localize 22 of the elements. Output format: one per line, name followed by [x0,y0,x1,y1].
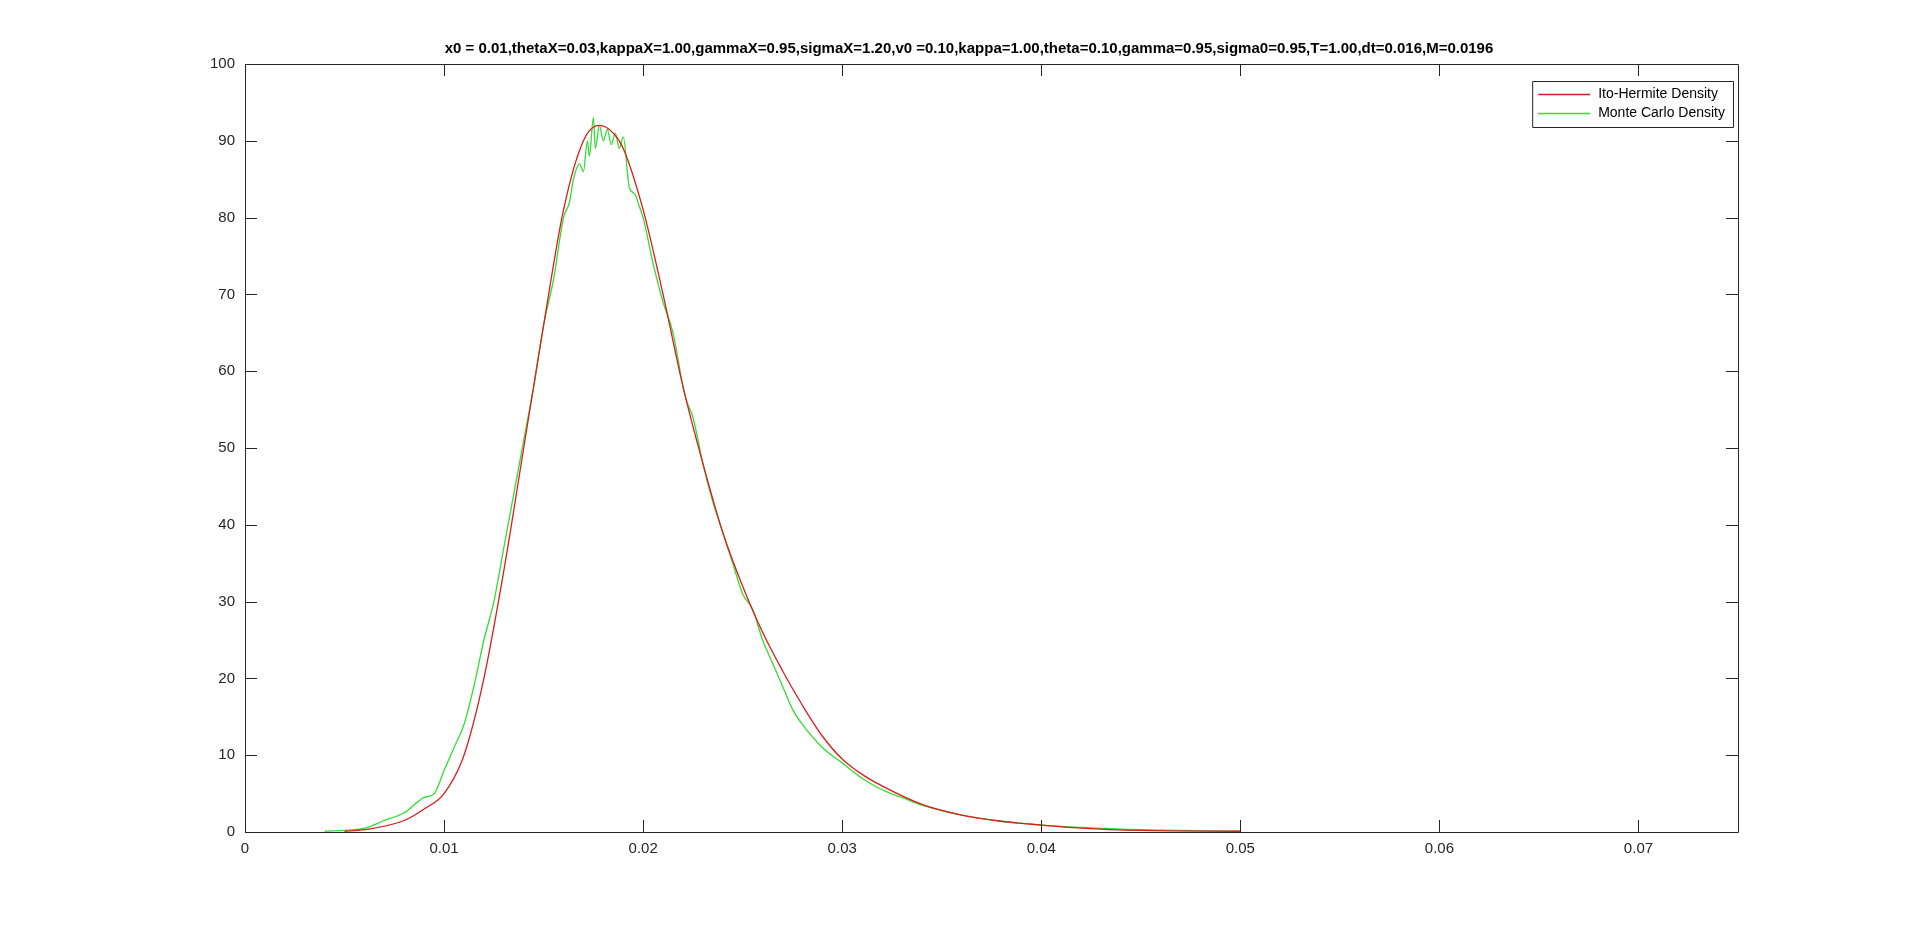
chart-title: x0 = 0.01,thetaX=0.03,kappaX=1.00,gammaX=0.95,sigmaX=1.20,v0 =0.10,kappa=1.00,theta=0.10,gamma=0.95,sigma0=0.95,T=1.00,dt=0.016,M=0.0196 [444,39,1494,57]
y-tick-label: 20 [218,668,236,686]
y-tick-label: 40 [218,514,236,532]
y-tick-label: 80 [218,207,236,225]
x-tick-label: 0.03 [827,839,857,857]
x-tick-label: 0.06 [1424,839,1455,857]
legend-label: Ito-Hermite Density [1598,85,1718,102]
y-tick-label: 90 [218,130,236,148]
x-tick-label: 0.04 [1026,839,1056,857]
y-tick-label: 50 [218,438,236,456]
x-tick-label: 0 [240,839,250,857]
y-tick-label: 100 [210,54,236,72]
y-tick-label: 0 [226,822,236,840]
x-tick-label: 0.02 [628,839,658,857]
y-tick-label: 70 [218,284,236,302]
y-tick-label: 30 [218,591,236,609]
legend-label: Monte Carlo Density [1598,104,1725,121]
y-tick-label: 10 [218,745,236,763]
x-tick-label: 0.05 [1225,839,1255,857]
y-tick-label: 60 [218,361,236,379]
x-tick-label: 0.07 [1623,839,1654,857]
x-tick-label: 0.01 [429,839,459,857]
